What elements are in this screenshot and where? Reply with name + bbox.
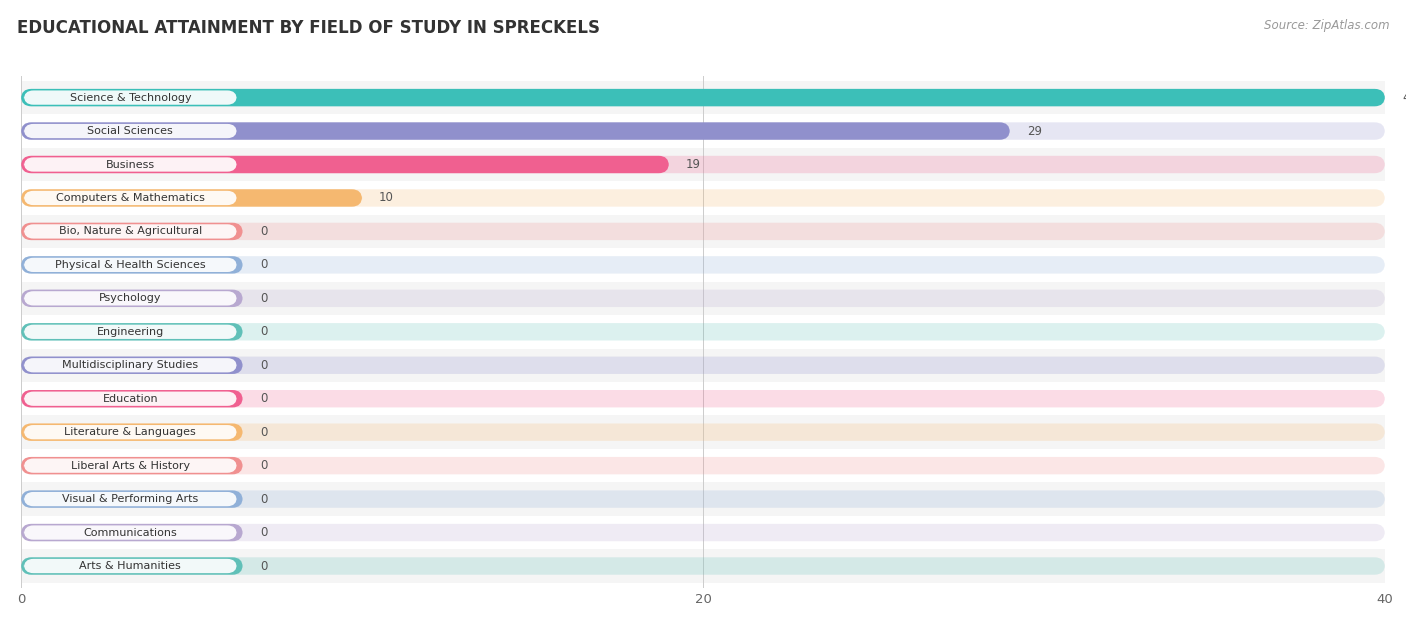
FancyBboxPatch shape xyxy=(24,358,238,372)
FancyBboxPatch shape xyxy=(24,291,238,305)
FancyBboxPatch shape xyxy=(24,492,238,506)
Bar xyxy=(0,181,1406,215)
Text: 0: 0 xyxy=(260,526,267,539)
Text: EDUCATIONAL ATTAINMENT BY FIELD OF STUDY IN SPRECKELS: EDUCATIONAL ATTAINMENT BY FIELD OF STUDY… xyxy=(17,19,600,37)
Text: Literature & Languages: Literature & Languages xyxy=(65,427,197,437)
Bar xyxy=(0,215,1406,248)
Text: 0: 0 xyxy=(260,392,267,405)
FancyBboxPatch shape xyxy=(21,490,1385,507)
FancyBboxPatch shape xyxy=(21,123,1010,140)
Text: 29: 29 xyxy=(1026,125,1042,138)
FancyBboxPatch shape xyxy=(21,524,243,541)
FancyBboxPatch shape xyxy=(24,90,238,105)
FancyBboxPatch shape xyxy=(21,524,1385,541)
FancyBboxPatch shape xyxy=(21,256,243,274)
Text: Computers & Mathematics: Computers & Mathematics xyxy=(56,193,205,203)
Bar xyxy=(0,348,1406,382)
FancyBboxPatch shape xyxy=(21,289,243,307)
Text: Science & Technology: Science & Technology xyxy=(69,93,191,102)
Text: 0: 0 xyxy=(260,492,267,506)
FancyBboxPatch shape xyxy=(21,390,243,408)
Bar xyxy=(0,114,1406,148)
Text: Liberal Arts & History: Liberal Arts & History xyxy=(70,461,190,471)
Bar xyxy=(0,549,1406,583)
FancyBboxPatch shape xyxy=(24,224,238,238)
FancyBboxPatch shape xyxy=(21,289,1385,307)
FancyBboxPatch shape xyxy=(24,392,238,406)
Text: Business: Business xyxy=(105,159,155,169)
FancyBboxPatch shape xyxy=(21,323,243,341)
FancyBboxPatch shape xyxy=(24,325,238,339)
Bar xyxy=(0,248,1406,282)
Text: 0: 0 xyxy=(260,225,267,238)
Bar xyxy=(0,282,1406,315)
Text: Social Sciences: Social Sciences xyxy=(87,126,173,136)
FancyBboxPatch shape xyxy=(21,89,1385,106)
Bar xyxy=(0,482,1406,516)
FancyBboxPatch shape xyxy=(21,189,1385,207)
FancyBboxPatch shape xyxy=(24,191,238,205)
Text: Physical & Health Sciences: Physical & Health Sciences xyxy=(55,260,205,270)
FancyBboxPatch shape xyxy=(21,156,669,173)
FancyBboxPatch shape xyxy=(21,156,1385,173)
FancyBboxPatch shape xyxy=(21,423,1385,441)
FancyBboxPatch shape xyxy=(21,356,1385,374)
FancyBboxPatch shape xyxy=(21,356,243,374)
FancyBboxPatch shape xyxy=(21,557,1385,574)
FancyBboxPatch shape xyxy=(21,256,1385,274)
Bar xyxy=(0,148,1406,181)
Text: 0: 0 xyxy=(260,426,267,439)
Text: Education: Education xyxy=(103,394,159,404)
Text: 19: 19 xyxy=(686,158,702,171)
Text: Communications: Communications xyxy=(83,528,177,538)
FancyBboxPatch shape xyxy=(24,258,238,272)
Text: 10: 10 xyxy=(380,191,394,205)
FancyBboxPatch shape xyxy=(21,390,1385,408)
FancyBboxPatch shape xyxy=(21,89,1385,106)
Bar xyxy=(0,315,1406,348)
FancyBboxPatch shape xyxy=(21,423,243,441)
FancyBboxPatch shape xyxy=(21,222,1385,240)
Text: 0: 0 xyxy=(260,292,267,305)
Text: 0: 0 xyxy=(260,258,267,271)
Text: Engineering: Engineering xyxy=(97,327,165,337)
Bar xyxy=(0,449,1406,482)
FancyBboxPatch shape xyxy=(21,222,243,240)
FancyBboxPatch shape xyxy=(21,490,243,507)
Text: 0: 0 xyxy=(260,325,267,338)
Bar xyxy=(0,516,1406,549)
Bar xyxy=(0,81,1406,114)
Text: 0: 0 xyxy=(260,359,267,372)
FancyBboxPatch shape xyxy=(24,124,238,138)
FancyBboxPatch shape xyxy=(24,425,238,439)
Text: Psychology: Psychology xyxy=(98,293,162,303)
Bar xyxy=(0,382,1406,415)
FancyBboxPatch shape xyxy=(21,557,243,574)
FancyBboxPatch shape xyxy=(21,123,1385,140)
FancyBboxPatch shape xyxy=(21,457,243,475)
FancyBboxPatch shape xyxy=(24,458,238,473)
Text: Multidisciplinary Studies: Multidisciplinary Studies xyxy=(62,360,198,370)
FancyBboxPatch shape xyxy=(21,189,363,207)
Text: Visual & Performing Arts: Visual & Performing Arts xyxy=(62,494,198,504)
FancyBboxPatch shape xyxy=(24,559,238,573)
FancyBboxPatch shape xyxy=(24,157,238,172)
Bar xyxy=(0,415,1406,449)
FancyBboxPatch shape xyxy=(21,457,1385,475)
FancyBboxPatch shape xyxy=(24,525,238,540)
Text: Source: ZipAtlas.com: Source: ZipAtlas.com xyxy=(1264,19,1389,32)
Text: 0: 0 xyxy=(260,559,267,573)
Text: Arts & Humanities: Arts & Humanities xyxy=(80,561,181,571)
Text: 0: 0 xyxy=(260,459,267,472)
Text: Bio, Nature & Agricultural: Bio, Nature & Agricultural xyxy=(59,226,202,236)
FancyBboxPatch shape xyxy=(21,323,1385,341)
Text: 40: 40 xyxy=(1402,91,1406,104)
